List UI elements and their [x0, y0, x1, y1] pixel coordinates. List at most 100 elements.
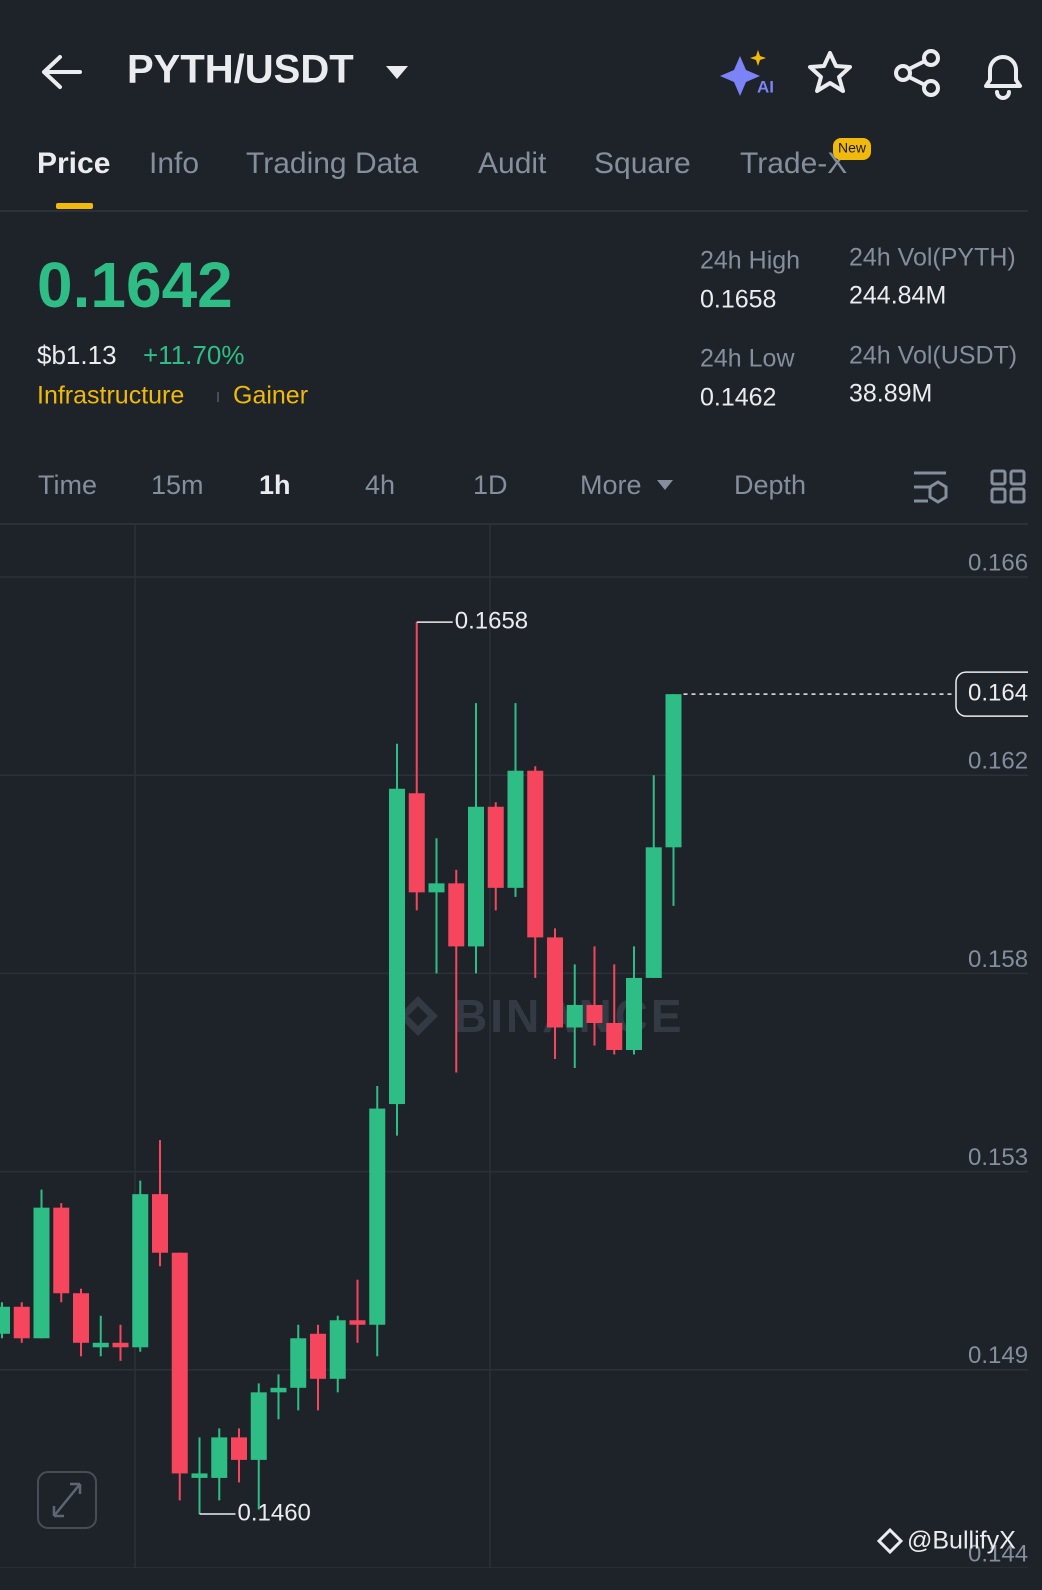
y-tick-label: 0.1536 — [968, 1144, 1041, 1171]
candle-body — [53, 1207, 70, 1294]
candle-body — [408, 793, 425, 893]
tag[interactable]: Infrastructure — [37, 382, 184, 410]
share-button[interactable] — [894, 49, 940, 97]
new-badge-bg — [833, 138, 871, 160]
more-dropdown[interactable] — [657, 480, 673, 490]
interval-option[interactable]: Depth — [734, 470, 806, 500]
candle-body — [132, 1194, 149, 1348]
candle-body — [665, 694, 682, 848]
tab[interactable]: Info — [149, 147, 199, 180]
price-change: +11.70% — [143, 340, 244, 370]
layout-icon — [990, 487, 1007, 504]
ai-sparkle-small — [750, 50, 766, 66]
indicator-button[interactable] — [914, 471, 948, 504]
y-tick-label: 0.1668 — [968, 549, 1041, 576]
candle-body — [270, 1387, 287, 1393]
stat-value: 244.84M — [849, 282, 946, 310]
ai-badge: AI — [757, 77, 774, 96]
fiat-price: $b1.13 — [37, 340, 117, 370]
candle-body — [586, 1004, 603, 1023]
candle-body — [112, 1342, 129, 1348]
share-node — [922, 49, 940, 67]
footer-watermark: @BullifyX — [907, 1527, 1016, 1555]
candlestick-chart: BINANCE 0.16680.16240.1580.15360.14920.1… — [0, 524, 1041, 1568]
layout-icon — [1009, 469, 1026, 486]
interval-bar: Time 15m 1h 4h 1D More Depth — [38, 470, 806, 500]
last-price-label: 0.1642 — [968, 680, 1041, 707]
candle-body — [310, 1333, 326, 1379]
tab[interactable]: Audit — [478, 147, 547, 180]
candle-body — [13, 1306, 30, 1339]
candle-body — [0, 1306, 10, 1334]
y-tick-label: 0.1448 — [968, 1540, 1041, 1567]
fullscreen-frame — [37, 1471, 97, 1529]
stat-label: 24h Vol(USDT) — [849, 342, 1017, 370]
candle-body — [349, 1320, 366, 1325]
candle-body — [250, 1392, 267, 1460]
candle-body — [566, 1004, 583, 1028]
stat-value: 0.1658 — [700, 286, 776, 314]
candle-body — [152, 1194, 168, 1253]
tag[interactable]: Gainer — [233, 382, 308, 410]
fullscreen-button[interactable] — [37, 1471, 97, 1529]
candle-body — [73, 1293, 89, 1343]
candle-body — [606, 1022, 623, 1051]
indicator-icon — [928, 480, 948, 504]
stat-label: 24h Vol(PYTH) — [849, 244, 1016, 272]
candle-body — [369, 1108, 386, 1325]
candle-body — [231, 1437, 247, 1460]
candle-body — [448, 883, 465, 947]
tab[interactable]: Trade-X — [740, 147, 847, 180]
last-price-tag — [955, 671, 1028, 717]
candle-body — [468, 806, 484, 947]
layout-button[interactable] — [990, 469, 1026, 504]
back-button[interactable] — [42, 55, 82, 89]
candle-body — [191, 1473, 208, 1478]
alert-button[interactable] — [984, 55, 1022, 100]
footer-logo — [876, 1527, 904, 1555]
y-tick-label: 0.158 — [968, 946, 1028, 973]
layout-icon — [990, 469, 1007, 486]
pair-dropdown[interactable] — [386, 66, 408, 79]
share-node — [894, 64, 912, 82]
ai-sparkle — [720, 56, 760, 96]
pair-title[interactable]: PYTH/USDT — [127, 48, 354, 92]
candle-body — [329, 1320, 346, 1379]
candle-body — [211, 1437, 228, 1478]
interval-option[interactable]: 1h — [259, 470, 291, 500]
share-node — [922, 79, 940, 97]
layout-icon — [1009, 487, 1026, 504]
candle-body — [507, 770, 524, 888]
tab-indicator — [56, 203, 93, 209]
new-badge: New — [838, 140, 867, 156]
candle-body — [645, 847, 662, 978]
candle-body — [171, 1252, 188, 1474]
stat-label: 24h High — [700, 247, 800, 275]
ai-button[interactable]: AI — [720, 50, 774, 96]
y-tick-label: 0.1624 — [968, 748, 1041, 775]
interval-option[interactable]: More — [580, 470, 642, 500]
stat-label: 24h Low — [700, 345, 795, 373]
candle-body — [626, 977, 642, 1051]
max-label: 0.1658 — [455, 607, 528, 634]
content: PYTH/USDT AI Price Info Trading Data Audit S… — [0, 48, 1041, 1568]
candle-body — [389, 788, 405, 1105]
watermark-logo — [398, 996, 438, 1036]
last-price: 0.1642 — [37, 249, 233, 321]
stat-value: 0.1462 — [700, 384, 776, 412]
tab-bar: Price Info Trading Data Audit Square Trade-X — [37, 147, 847, 180]
min-label: 0.1460 — [238, 1499, 311, 1526]
candle-body — [290, 1338, 307, 1388]
tab[interactable]: Price — [37, 147, 110, 180]
interval-option[interactable]: 4h — [365, 470, 395, 500]
favorite-button[interactable] — [808, 51, 852, 93]
interval-option[interactable]: Time — [38, 470, 97, 500]
fullscreen-icon — [52, 1482, 82, 1518]
stat-value: 38.89M — [849, 380, 932, 408]
tab[interactable]: Trading Data — [246, 147, 419, 180]
interval-option[interactable]: 1D — [473, 470, 508, 500]
tab[interactable]: Square — [594, 147, 691, 180]
interval-option[interactable]: 15m — [151, 470, 204, 500]
